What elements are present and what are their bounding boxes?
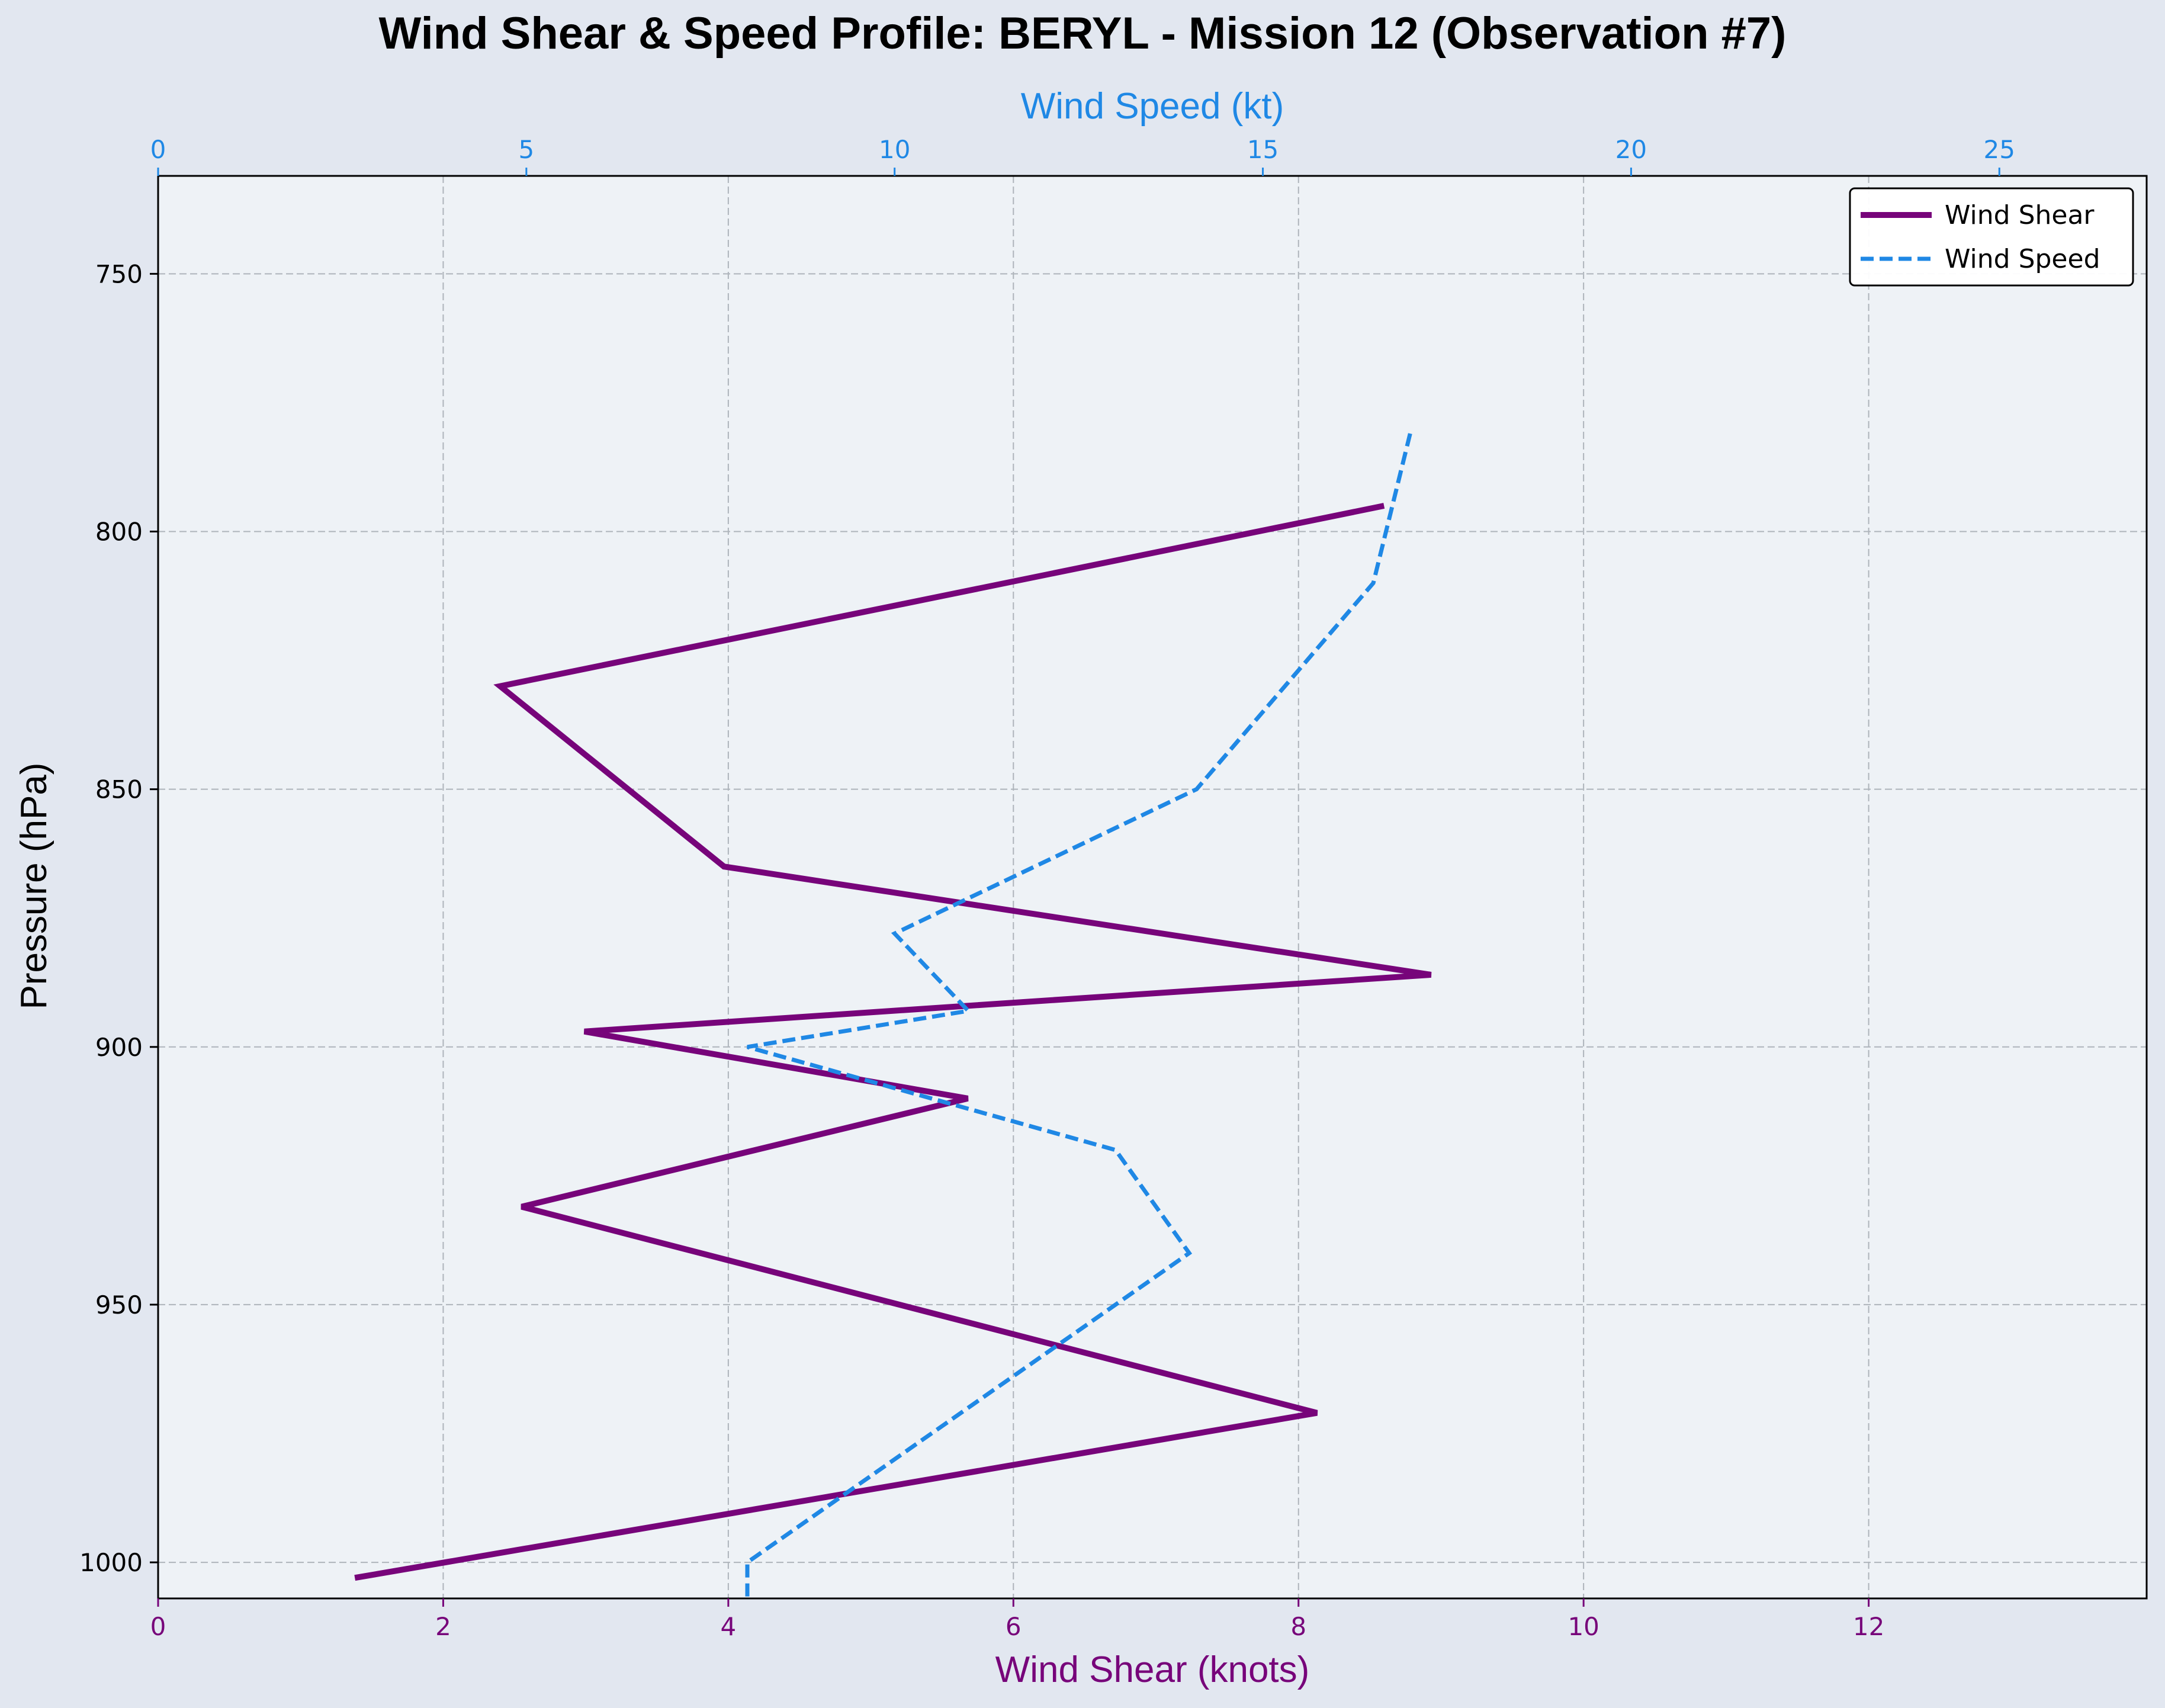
tick-label-y: 850 [95, 775, 143, 804]
series-line-wind-speed [745, 433, 1412, 1598]
tick-label-x-bottom: 4 [721, 1612, 737, 1641]
tick-label-y: 900 [95, 1033, 143, 1062]
bottom-axis-label: Wind Shear (knots) [995, 1649, 1310, 1690]
plot-frame [157, 175, 2148, 1600]
chart-title: Wind Shear & Speed Profile: BERYL - Miss… [379, 8, 1787, 59]
legend: Wind Shear Wind Speed [1849, 187, 2134, 287]
tick-label-x-top: 25 [1984, 135, 2015, 164]
tick-label-x-top: 10 [879, 135, 910, 164]
y-axis-label: Pressure (hPa) [14, 763, 54, 1010]
tick-label-x-bottom: 12 [1853, 1612, 1884, 1641]
tick-label-x-bottom: 0 [150, 1612, 166, 1641]
tick-label-y: 800 [95, 518, 143, 547]
tick-label-x-bottom: 6 [1006, 1612, 1022, 1641]
grid-lines [158, 176, 2147, 1598]
tick-label-y: 1000 [79, 1548, 143, 1577]
top-axis-label: Wind Speed (kt) [1021, 86, 1284, 127]
tick-label-x-top: 20 [1615, 135, 1647, 164]
plot-area [158, 176, 2147, 1598]
tick-label-y: 750 [95, 259, 143, 288]
tick-label-x-top: 0 [150, 135, 166, 164]
tick-label-x-bottom: 8 [1290, 1612, 1306, 1641]
tick-label-x-top: 15 [1247, 135, 1279, 164]
series-layer [354, 433, 1432, 1598]
axis-ticks: 0 2 4 6 8 10 12 750 800 850 900 950 1000 0 5 10 15 20 25 [79, 135, 2015, 1641]
tick-label-x-bottom: 2 [435, 1612, 451, 1641]
tick-label-x-top: 5 [518, 135, 534, 164]
tick-label-x-bottom: 10 [1567, 1612, 1599, 1641]
tick-label-y: 950 [95, 1290, 143, 1319]
legend-label-wind-shear: Wind Shear [1945, 200, 2095, 230]
legend-label-wind-speed: Wind Speed [1945, 244, 2100, 274]
series-line-wind-shear [354, 503, 1432, 1581]
